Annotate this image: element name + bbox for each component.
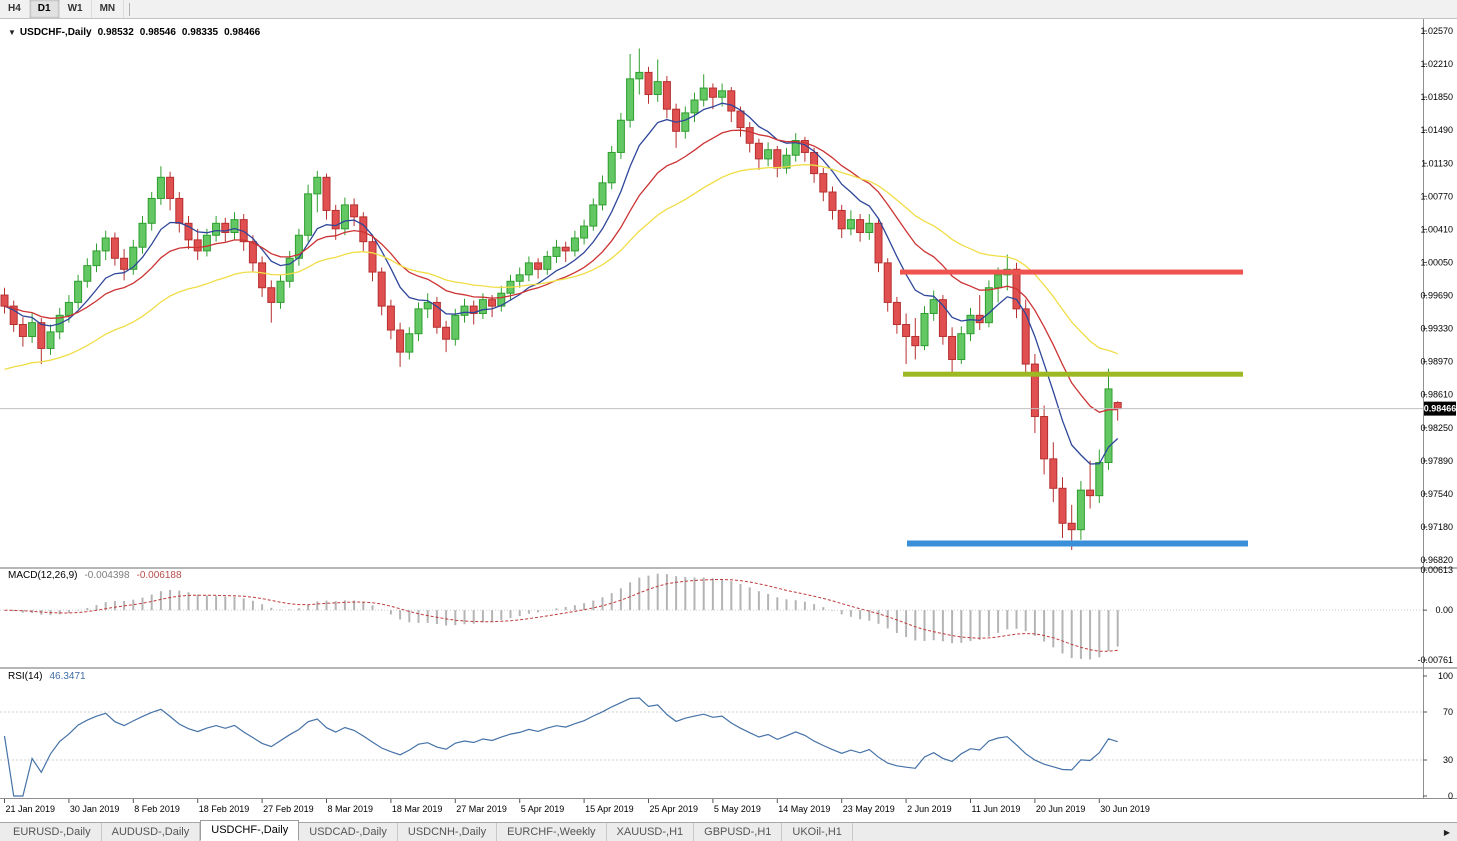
svg-text:8 Feb 2019: 8 Feb 2019 — [134, 804, 180, 814]
tab-xauusd-h1[interactable]: XAUUSD-,H1 — [607, 823, 695, 841]
svg-text:21 Jan 2019: 21 Jan 2019 — [6, 804, 56, 814]
chart-workspace: 1.02570 1.02210 1.01850 1.01490 1.01130 1.007… — [0, 19, 1457, 822]
svg-text:0.00613: 0.00613 — [1420, 565, 1453, 575]
tab-ukoil-h1[interactable]: UKOil-,H1 — [782, 823, 853, 841]
ma-medium-line — [4, 129, 1118, 414]
macd-name: MACD(12,26,9) — [8, 570, 78, 581]
macd-main-value: -0.004398 — [84, 570, 130, 581]
toolbar-divider — [129, 2, 131, 16]
tab-eurusd-daily[interactable]: EURUSD-,Daily — [3, 823, 102, 841]
svg-text:1.02570: 1.02570 — [1420, 26, 1453, 36]
current-price-badge-value: 0.98466 — [1424, 404, 1457, 414]
ma-fast-line — [4, 102, 1119, 465]
svg-text:70: 70 — [1443, 707, 1453, 717]
svg-text:30 Jun 2019: 30 Jun 2019 — [1100, 804, 1150, 814]
rsi-line — [3, 697, 1118, 797]
chart-title-open: 0.98532 — [97, 27, 134, 38]
svg-text:0.99330: 0.99330 — [1420, 324, 1453, 334]
macd-signal-line — [4, 578, 1118, 652]
svg-text:5 Apr 2019: 5 Apr 2019 — [521, 804, 565, 814]
svg-text:14 May 2019: 14 May 2019 — [778, 804, 830, 814]
chart-canvas[interactable]: 1.02570 1.02210 1.01850 1.01490 1.01130 1.007… — [0, 19, 1457, 822]
rsi-name: RSI(14) — [8, 671, 43, 682]
svg-text:1.01490: 1.01490 — [1420, 125, 1453, 135]
svg-text:30: 30 — [1443, 755, 1453, 765]
chart-title-high: 0.98546 — [139, 27, 176, 38]
ma-slow-line — [4, 164, 1118, 371]
svg-text:-0.00761: -0.00761 — [1417, 655, 1453, 665]
svg-text:0.97890: 0.97890 — [1420, 456, 1453, 466]
date-axis-labels[interactable]: 21 Jan 2019 30 Jan 2019 8 Feb 2019 18 Feb 2… — [4, 799, 1150, 814]
svg-text:27 Mar 2019: 27 Mar 2019 — [456, 804, 507, 814]
rsi-axis-labels[interactable]: 100 70 30 0 — [1423, 671, 1453, 801]
svg-text:5 May 2019: 5 May 2019 — [714, 804, 761, 814]
svg-text:1.00410: 1.00410 — [1420, 224, 1453, 234]
macd-signal-value: -0.006188 — [136, 570, 182, 581]
timeframe-button-w1[interactable]: W1 — [60, 0, 92, 18]
chart-title: ▼ USDCHF-,Daily 0.98532 0.98546 0.98335 0.984… — [8, 27, 260, 38]
svg-text:23 May 2019: 23 May 2019 — [843, 804, 895, 814]
svg-text:2 Jun 2019: 2 Jun 2019 — [907, 804, 952, 814]
chart-menu-icon[interactable]: ▼ — [8, 28, 16, 37]
svg-text:25 Apr 2019: 25 Apr 2019 — [650, 804, 699, 814]
tab-audusd-daily[interactable]: AUDUSD-,Daily — [102, 823, 201, 841]
svg-text:0.98610: 0.98610 — [1420, 390, 1453, 400]
svg-text:0.97180: 0.97180 — [1420, 522, 1453, 532]
svg-text:18 Mar 2019: 18 Mar 2019 — [392, 804, 443, 814]
svg-text:1.01850: 1.01850 — [1420, 92, 1453, 102]
tab-usdcad-daily[interactable]: USDCAD-,Daily — [299, 823, 398, 841]
macd-indicator-label: MACD(12,26,9) -0.004398 -0.006188 — [8, 570, 182, 581]
resistance-line-red[interactable] — [900, 269, 1243, 275]
tab-usdcnh-daily[interactable]: USDCNH-,Daily — [398, 823, 498, 841]
svg-text:0: 0 — [1448, 791, 1453, 801]
svg-text:100: 100 — [1438, 671, 1453, 681]
timeframe-button-mn[interactable]: MN — [92, 0, 125, 18]
svg-text:0.96820: 0.96820 — [1420, 555, 1453, 565]
svg-text:0.97540: 0.97540 — [1420, 489, 1453, 499]
chart-title-symbol: USDCHF-,Daily — [19, 27, 92, 38]
svg-text:30 Jan 2019: 30 Jan 2019 — [70, 804, 120, 814]
svg-text:8 Mar 2019: 8 Mar 2019 — [328, 804, 374, 814]
candlestick-series — [0, 48, 1122, 550]
tab-gbpusd-h1[interactable]: GBPUSD-,H1 — [694, 823, 783, 841]
macd-axis-labels[interactable]: 0.00613 0.00 -0.00761 — [1417, 565, 1453, 665]
chart-title-close: 0.98466 — [224, 27, 261, 38]
timeframe-button-h4[interactable]: H4 — [0, 0, 30, 18]
tab-usdchf-daily[interactable]: USDCHF-,Daily — [200, 820, 300, 841]
svg-text:0.98970: 0.98970 — [1420, 357, 1453, 367]
svg-text:27 Feb 2019: 27 Feb 2019 — [263, 804, 314, 814]
svg-text:20 Jun 2019: 20 Jun 2019 — [1036, 804, 1086, 814]
chart-title-low: 0.98335 — [181, 27, 219, 38]
rsi-indicator-label: RSI(14) 46.3471 — [8, 671, 86, 682]
tab-scroll-right-icon[interactable]: ▶ — [1443, 827, 1451, 837]
svg-text:15 Apr 2019: 15 Apr 2019 — [585, 804, 634, 814]
tab-eurchf-weekly[interactable]: EURCHF-,Weekly — [497, 823, 607, 841]
rsi-value: 46.3471 — [49, 671, 86, 682]
svg-text:11 Jun 2019: 11 Jun 2019 — [972, 804, 1021, 814]
price-axis-labels[interactable]: 1.02570 1.02210 1.01850 1.01490 1.01130 1.007… — [1420, 26, 1456, 565]
svg-text:0.00: 0.00 — [1435, 605, 1453, 615]
svg-text:0.98250: 0.98250 — [1420, 423, 1453, 433]
timeframe-button-d1[interactable]: D1 — [29, 0, 60, 18]
svg-text:1.01130: 1.01130 — [1421, 158, 1453, 168]
support-line-blue[interactable] — [907, 540, 1248, 547]
svg-text:1.00770: 1.00770 — [1420, 191, 1453, 201]
macd-histogram — [12, 573, 1119, 660]
chart-tab-bar: EURUSD-,Daily AUDUSD-,Daily USDCHF-,Dail… — [0, 820, 1457, 841]
svg-text:0.99690: 0.99690 — [1420, 291, 1453, 301]
svg-text:1.02210: 1.02210 — [1420, 59, 1453, 69]
support-line-olive[interactable] — [903, 371, 1243, 377]
current-price-badge — [1424, 401, 1456, 416]
svg-text:1.00050: 1.00050 — [1420, 257, 1453, 267]
svg-text:18 Feb 2019: 18 Feb 2019 — [199, 804, 250, 814]
timeframe-toolbar: H4 D1 W1 MN — [0, 0, 1457, 19]
